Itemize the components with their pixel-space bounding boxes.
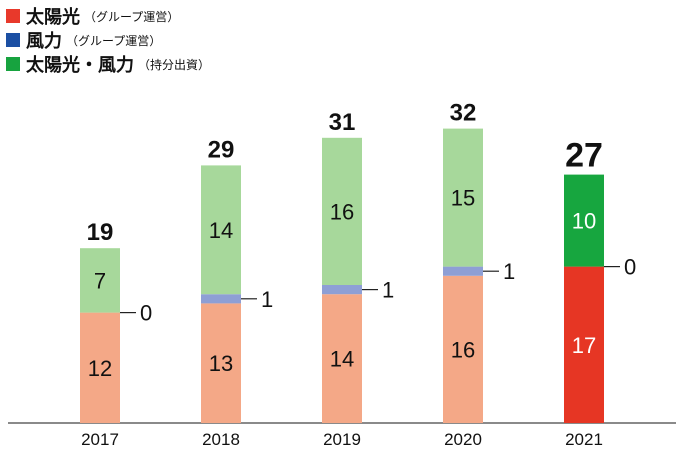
total-label-2019: 31	[329, 109, 356, 136]
data-label-solar-2017: 12	[88, 356, 112, 381]
x-tick-label-2018: 2018	[202, 430, 240, 449]
data-label-wind-2018: 1	[261, 287, 273, 312]
bar-segment-wind-2020	[443, 266, 483, 276]
legend-item-equity: 太陽光・風力 （持分出資）	[6, 52, 210, 76]
bar-segment-solar-2019	[322, 294, 362, 423]
data-label-solar-2019: 14	[330, 347, 354, 372]
legend-swatch-equity	[6, 57, 20, 71]
data-label-wind-2019: 1	[382, 278, 394, 303]
bar-segment-solar-2017	[80, 312, 120, 423]
legend-swatch-solar	[6, 9, 20, 23]
legend-item-wind: 風力 （グループ運営）	[6, 28, 210, 52]
bar-segment-wind-2019	[322, 285, 362, 295]
data-label-wind-2017: 0	[140, 301, 152, 326]
data-label-wind-2021: 0	[624, 255, 636, 280]
total-label-2021: 27	[565, 137, 603, 175]
total-label-2020: 32	[450, 100, 477, 127]
data-label-solar-2020: 16	[451, 337, 475, 362]
x-tick-label-2019: 2019	[323, 430, 361, 449]
x-tick-label-2017: 2017	[81, 430, 119, 449]
legend-item-solar: 太陽光 （グループ運営）	[6, 4, 210, 28]
bar-segment-equity-2019	[322, 137, 362, 285]
legend-note-equity: （持分出資）	[138, 57, 211, 72]
legend: 太陽光 （グループ運営） 風力 （グループ運営） 太陽光・風力 （持分出資）	[6, 4, 210, 76]
legend-note-solar: （グループ運営）	[84, 9, 180, 24]
legend-label-solar: 太陽光	[26, 7, 80, 28]
bar-segment-equity-2020	[443, 128, 483, 267]
bar-segment-solar-2018	[201, 303, 241, 423]
total-label-2017: 19	[87, 219, 114, 246]
bar-segment-solar-2021	[564, 266, 604, 423]
data-label-solar-2018: 13	[209, 351, 233, 376]
bar-segment-wind-2018	[201, 294, 241, 304]
legend-label-equity: 太陽光・風力	[26, 55, 134, 76]
data-label-wind-2020: 1	[503, 259, 515, 284]
data-label-equity-2018: 14	[209, 218, 233, 243]
data-label-equity-2017: 7	[94, 268, 106, 293]
data-label-solar-2021: 17	[572, 333, 596, 358]
bar-segment-solar-2020	[443, 275, 483, 423]
data-label-equity-2021: 10	[572, 209, 596, 234]
legend-label-wind: 風力	[26, 31, 62, 52]
bar-segment-equity-2018	[201, 165, 241, 295]
data-label-equity-2019: 16	[330, 199, 354, 224]
x-tick-label-2020: 2020	[444, 430, 482, 449]
total-label-2018: 29	[208, 136, 235, 163]
bar-segment-equity-2021	[564, 174, 604, 267]
data-label-equity-2020: 15	[451, 186, 475, 211]
legend-swatch-wind	[6, 33, 20, 47]
legend-note-wind: （グループ運営）	[66, 33, 162, 48]
x-tick-label-2021: 2021	[565, 430, 603, 449]
bar-segment-equity-2017	[80, 248, 120, 313]
